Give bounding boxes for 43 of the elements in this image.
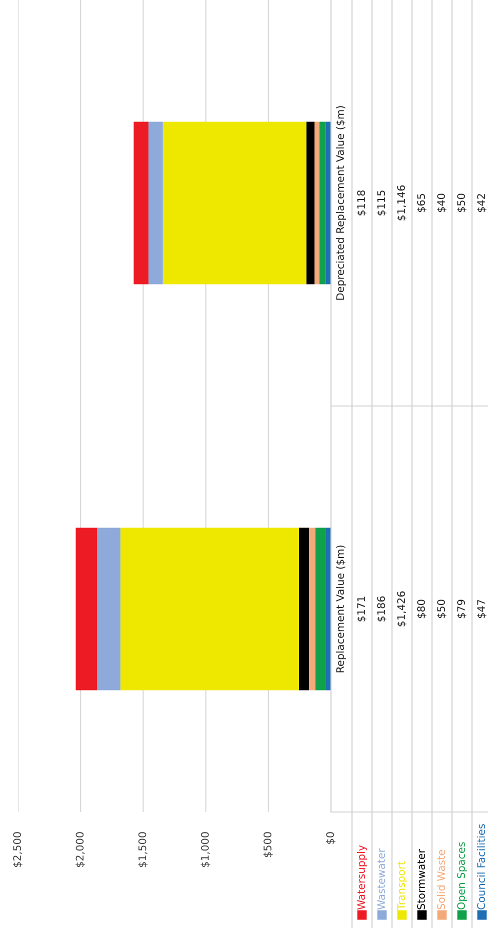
data-label: $79	[456, 600, 466, 618]
x-tick-label: $1,000	[200, 832, 210, 868]
text: Council Facilities	[476, 824, 486, 910]
bar	[308, 528, 316, 690]
bar	[162, 122, 306, 284]
bar	[76, 528, 98, 690]
data-label: $1,146	[396, 185, 406, 220]
text: Stormwater	[417, 849, 426, 910]
x-tick-label: $2,500	[12, 832, 22, 868]
data-label: $1,426	[396, 591, 406, 626]
bar	[325, 528, 331, 690]
data-label: $115	[376, 190, 386, 216]
y-tick-label: Depreciated Replacement Value ($m)	[336, 106, 346, 300]
text: Watersupply	[356, 845, 368, 910]
data-label: $186	[376, 596, 386, 622]
x-tick-label: $1,500	[138, 832, 148, 868]
bar	[298, 528, 309, 690]
text: Solid Waste	[436, 850, 446, 910]
text: Wastewater	[377, 848, 386, 910]
data-label: $65	[416, 194, 426, 212]
y-tick-label: Replacement Value ($m)	[336, 546, 346, 672]
data-label: $80	[416, 600, 426, 618]
data-label: $118	[356, 190, 366, 216]
data-label: $42	[476, 194, 486, 212]
bar	[97, 528, 120, 690]
bar	[319, 122, 326, 284]
data-label: $50	[456, 194, 466, 212]
x-tick-label: $500	[263, 832, 273, 858]
bar	[315, 528, 326, 690]
bar	[326, 122, 331, 284]
x-tick-label: $0	[326, 832, 336, 844]
bar	[314, 122, 320, 284]
bar	[134, 122, 148, 284]
data-label: $171	[356, 596, 366, 622]
bar	[306, 122, 314, 284]
bar	[120, 528, 299, 690]
text: Transport	[397, 861, 408, 910]
x-tick-label: $2,000	[76, 832, 86, 868]
data-label: $47	[476, 600, 486, 618]
text: Open Spaces	[457, 842, 468, 910]
data-label: $40	[436, 194, 446, 212]
data-label: $50	[436, 600, 446, 618]
bar	[148, 122, 163, 284]
